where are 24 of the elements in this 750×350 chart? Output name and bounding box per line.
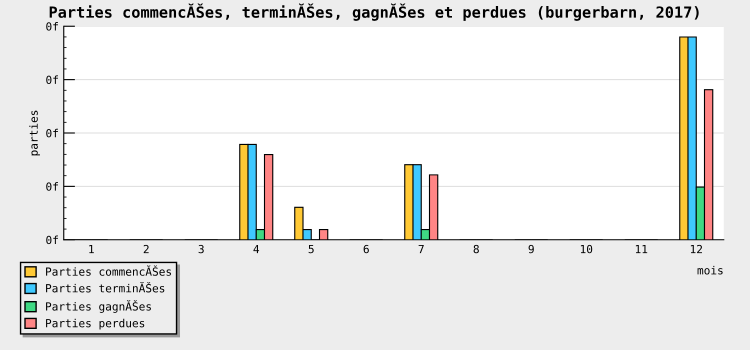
x-tick-label: 4 xyxy=(253,245,260,254)
x-tick-label: 9 xyxy=(528,244,534,254)
x-tick-label: 7 xyxy=(418,245,424,254)
x-tick-label: 8 xyxy=(474,244,479,254)
x-tick-label: 10 xyxy=(580,244,592,254)
chart-title: Parties commencĂŠes, terminĂŠes, gagnĂŠes et perdues (burgerbarn, 2017) xyxy=(50,4,699,21)
x-tick-label: 12 xyxy=(690,244,702,254)
legend-label: Parties commencĂŠes xyxy=(46,265,171,276)
legend-label: Parties terminĂŠes xyxy=(46,282,164,292)
legend-label: Parties perdues xyxy=(46,318,144,330)
text: 0f xyxy=(46,182,58,191)
text: 0f xyxy=(46,22,58,31)
x-tick-label: 5 xyxy=(308,245,314,254)
x-tick-label: 1 xyxy=(89,245,94,254)
text: 0f xyxy=(46,236,58,244)
text: 0f xyxy=(46,128,58,138)
legend-label: Parties gagnĂŠes xyxy=(46,300,151,313)
x-axis-title: mois xyxy=(698,266,723,275)
x-tick-label: 3 xyxy=(198,244,204,254)
x-tick-label: 2 xyxy=(144,244,149,254)
x-tick-label: 6 xyxy=(364,244,369,254)
text: 0f xyxy=(46,75,58,84)
x-tick-label: 11 xyxy=(636,245,648,254)
y-axis-title: parties xyxy=(29,110,40,156)
